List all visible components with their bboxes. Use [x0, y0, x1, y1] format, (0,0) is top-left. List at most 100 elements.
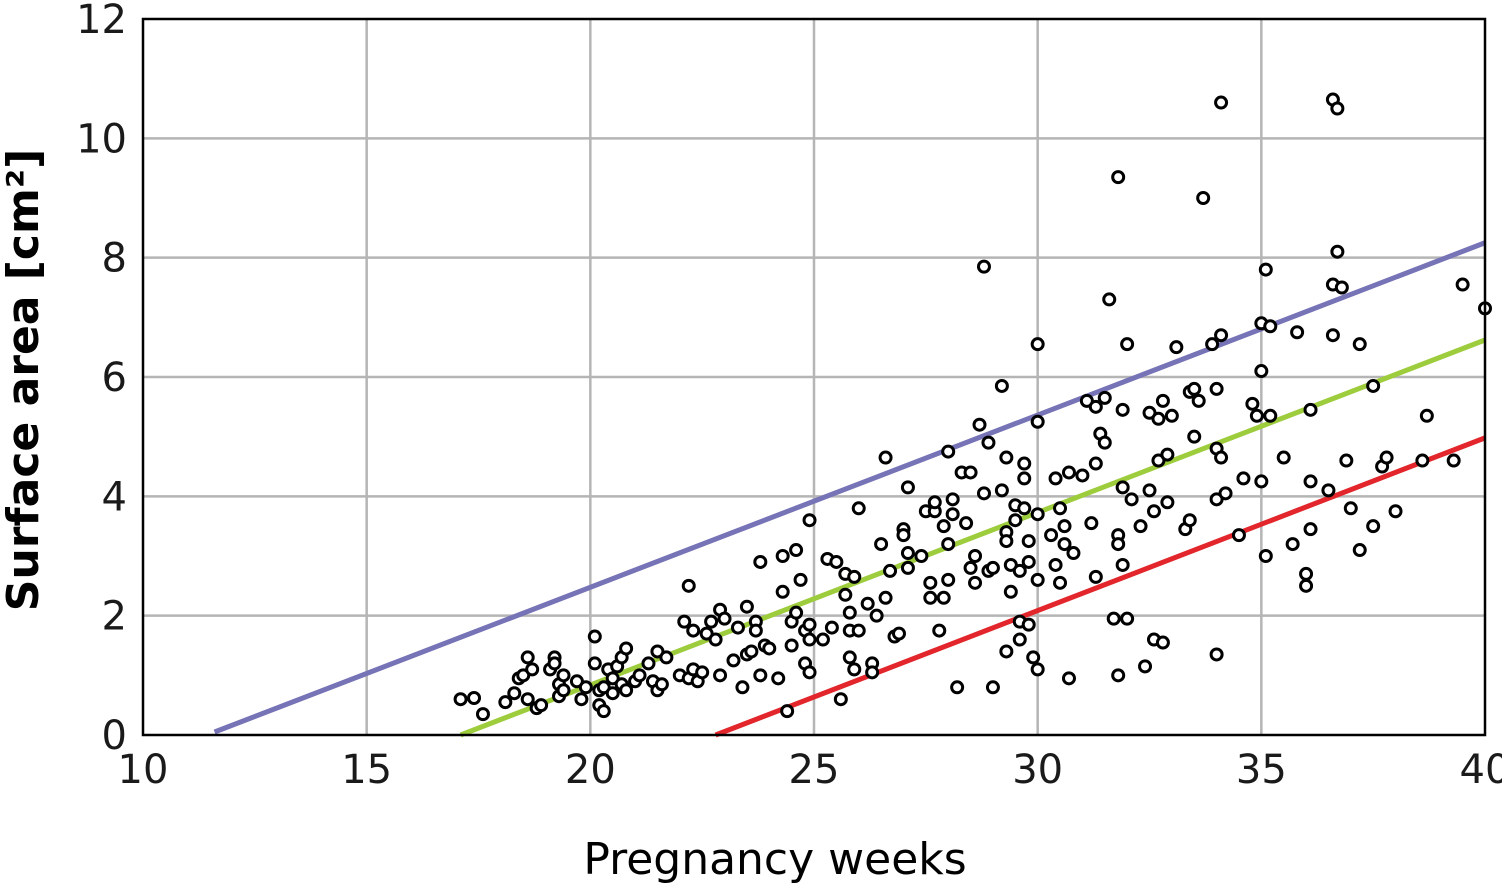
data-point-116	[923, 590, 938, 605]
data-point-136	[976, 486, 991, 501]
data-point-223	[1209, 381, 1224, 396]
data-point-229	[1236, 471, 1251, 486]
data-point-247	[1321, 483, 1336, 498]
x-tick-label-5: 35	[1236, 747, 1287, 793]
data-point-234	[1254, 474, 1269, 489]
data-point-173	[1057, 537, 1072, 552]
data-point-127	[945, 507, 960, 522]
data-point-42	[654, 677, 669, 692]
data-point-112	[900, 560, 915, 575]
data-point-236	[1258, 549, 1273, 563]
x-tick-label-3: 25	[789, 747, 840, 793]
data-point-211	[1169, 340, 1184, 355]
data-point-257	[1352, 337, 1367, 352]
data-point-60	[735, 680, 750, 695]
data-point-220	[1209, 647, 1224, 662]
data-point-164	[1030, 572, 1045, 587]
data-point-264	[1419, 408, 1434, 423]
data-point-189	[1111, 537, 1126, 552]
data-point-38	[641, 656, 656, 671]
data-point-102	[869, 608, 884, 623]
data-point-239	[1276, 450, 1291, 465]
data-point-246	[1303, 402, 1318, 417]
data-point-99	[860, 596, 875, 611]
x-axis-title: Pregnancy weeks	[583, 834, 966, 885]
data-point-180	[1088, 569, 1103, 584]
data-point-131	[963, 465, 978, 480]
data-point-71	[775, 549, 790, 563]
data-point-63	[744, 644, 759, 659]
data-point-114	[914, 549, 929, 563]
data-point-249	[1325, 328, 1340, 343]
data-point-72	[775, 584, 790, 599]
data-point-70	[771, 671, 786, 686]
data-point-198	[1133, 519, 1148, 534]
data-point-122	[936, 590, 951, 605]
data-point-195	[1120, 337, 1135, 352]
data-point-9	[525, 662, 540, 677]
data-point-137	[976, 259, 991, 274]
x-tick-label-2: 20	[565, 747, 616, 793]
data-point-179	[1084, 516, 1099, 531]
data-point-266	[1455, 277, 1470, 292]
data-point-253	[1334, 280, 1349, 295]
y-tick-label-6: 12	[76, 0, 127, 43]
data-point-61	[739, 599, 754, 614]
data-point-228	[1231, 528, 1246, 543]
data-point-258	[1366, 519, 1381, 534]
data-point-120	[932, 623, 947, 638]
data-point-160	[1021, 554, 1036, 569]
data-point-176	[1066, 546, 1081, 561]
data-point-153	[1012, 632, 1027, 647]
data-point-89	[833, 692, 848, 707]
data-point-243	[1299, 566, 1314, 581]
data-point-204	[1151, 411, 1166, 426]
data-point-265	[1446, 453, 1461, 468]
data-point-196	[1120, 611, 1135, 626]
x-tick-label-6: 40	[1460, 747, 1502, 793]
data-point-169	[1048, 471, 1063, 486]
data-point-37	[632, 668, 647, 683]
data-point-65	[748, 623, 763, 638]
data-point-227	[1218, 486, 1233, 501]
data-point-218	[1196, 191, 1211, 205]
data-point-76	[789, 543, 804, 558]
data-point-54	[708, 632, 723, 647]
y-tick-label-3: 6	[102, 355, 127, 401]
data-point-22	[587, 629, 602, 644]
data-point-105	[878, 590, 893, 605]
data-point-88	[829, 554, 844, 569]
data-point-208	[1160, 495, 1175, 510]
x-tick-label-4: 30	[1012, 747, 1063, 793]
data-point-143	[994, 483, 1009, 498]
data-point-225	[1214, 450, 1229, 465]
data-point-171	[1053, 575, 1068, 590]
data-point-155	[1017, 456, 1032, 471]
data-point-94	[842, 650, 857, 665]
y-tick-label-5: 10	[76, 116, 127, 162]
data-point-130	[959, 516, 974, 531]
data-point-255	[1343, 501, 1358, 516]
data-point-174	[1061, 465, 1076, 480]
data-point-4	[507, 686, 522, 701]
data-point-110	[896, 528, 911, 543]
data-point-49	[686, 623, 701, 638]
data-point-78	[793, 572, 808, 587]
data-point-83	[802, 665, 817, 680]
data-point-182	[1088, 399, 1103, 414]
data-point-8	[520, 650, 535, 665]
data-point-11	[534, 698, 549, 713]
data-point-67	[753, 668, 768, 683]
data-point-17	[556, 683, 571, 698]
data-point-161	[1026, 650, 1041, 665]
data-point-156	[1017, 471, 1032, 486]
data-point-134	[968, 575, 983, 590]
data-point-187	[1106, 611, 1121, 626]
data-point-81	[802, 632, 817, 647]
data-point-59	[730, 620, 745, 635]
data-point-0	[453, 692, 468, 707]
data-point-166	[1030, 414, 1045, 429]
data-point-242	[1299, 578, 1314, 593]
data-point-98	[851, 501, 866, 516]
